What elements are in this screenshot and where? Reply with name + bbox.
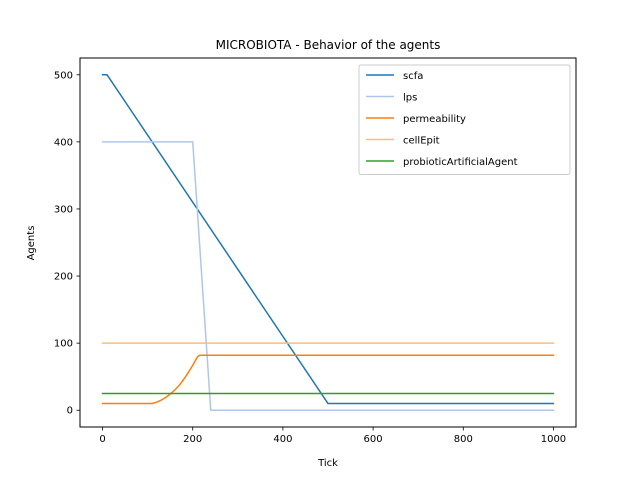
x-axis-ticks: 0 200 400 600 800 1000: [99, 427, 566, 445]
y-tick-label: 0: [67, 406, 73, 417]
legend-box: [358, 64, 571, 175]
y-tick-label: 400: [54, 137, 73, 148]
legend-label-probiotic-artificial-agent: probioticArtificialAgent: [403, 157, 518, 168]
y-axis-label: Agents: [26, 226, 37, 261]
y-tick-label: 300: [54, 204, 73, 215]
plot-frame: [79, 57, 577, 428]
legend-label-lps: lps: [403, 93, 417, 104]
x-tick-label: 200: [183, 434, 202, 445]
plot-lines: [101, 74, 555, 411]
y-tick-label: 100: [54, 339, 73, 350]
legend-label-scfa: scfa: [403, 71, 423, 82]
x-tick-label: 1000: [541, 434, 566, 445]
x-tick-label: 800: [454, 434, 473, 445]
series-line-lps: [101, 141, 555, 411]
series-line-scfa: [101, 74, 555, 405]
legend-label-cell-epit: cellEpit: [403, 136, 440, 147]
x-tick-label: 600: [364, 434, 383, 445]
y-axis-ticks: 0 100 200 300 400 500: [54, 70, 80, 417]
legend-label-permeability: permeability: [403, 114, 466, 125]
x-axis-label: Tick: [317, 458, 338, 469]
legend: scfa lps permeability cellEpit probioticArti…: [358, 64, 571, 175]
x-tick-label: 400: [273, 434, 292, 445]
y-tick-label: 500: [54, 70, 73, 81]
chart-title: MICROBIOTA - Behavior of the agents: [216, 38, 441, 52]
y-tick-label: 200: [54, 272, 73, 283]
series-line-permeability: [101, 354, 555, 405]
x-tick-label: 0: [99, 434, 105, 445]
